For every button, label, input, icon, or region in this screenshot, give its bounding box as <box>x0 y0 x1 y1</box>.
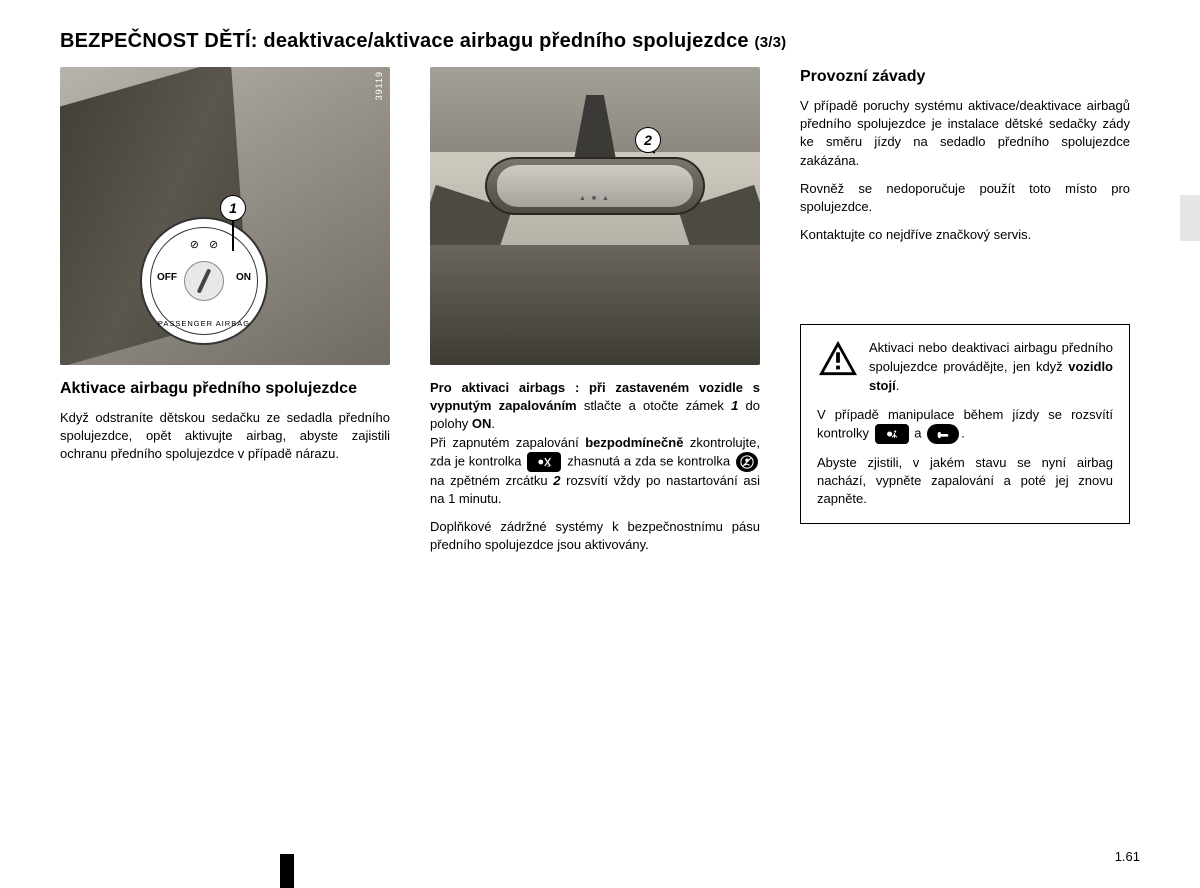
col3-p3: Kontaktujte co nejdříve značkový servis. <box>800 226 1130 244</box>
rearview-mirror <box>485 157 705 215</box>
column-3: Provozní závady V případě poruchy systém… <box>800 67 1130 565</box>
switch-on-label: ON <box>236 272 251 283</box>
airbag-switch-dial: ⊘ ⊘ OFF ON PASSENGER AIRBAG <box>150 227 258 335</box>
switch-arc-label: PASSENGER AIRBAG <box>158 319 250 328</box>
warning-l1: Aktivaci nebo deaktivaci airbagu předníh… <box>869 339 1113 396</box>
airbag-switch: ⊘ ⊘ OFF ON PASSENGER AIRBAG <box>140 217 268 345</box>
warning-l2: V případě manipulace během jízdy se rozs… <box>817 406 1113 444</box>
col2-p2-d: zhasnutá a zda se kontrolka <box>567 453 734 468</box>
column-1: 39119 ⊘ ⊘ OFF ON PASSENGER AIRBAG <box>60 67 390 565</box>
airbag-warning-icon <box>875 424 909 444</box>
col3-p2: Rovněž se nedoporučuje použít toto místo… <box>800 180 1130 216</box>
airbag-off-indicator-icon: 2 <box>527 452 561 472</box>
col2-p1-d: . <box>491 416 495 431</box>
key-slot <box>184 261 224 301</box>
page-title-main: BEZPEČNOST DĚTÍ: deaktivace/aktivace air… <box>60 30 749 52</box>
figure-1-number: 39119 <box>374 71 384 100</box>
dash-shape <box>430 245 760 365</box>
warn-l1-c: . <box>896 378 900 393</box>
warning-triangle-icon <box>817 339 859 377</box>
warn-l2-b: . <box>961 425 965 440</box>
col2-p1-b: stlačte a otočte zámek <box>577 398 731 413</box>
mirror-indicator-icons: ▲ ■ ▲ <box>579 195 611 202</box>
warning-l3: Abyste zjistili, v jakém stavu se nyní a… <box>817 454 1113 509</box>
warn-l2-a: V případě manipulace během jízdy se rozs… <box>817 407 1113 441</box>
manual-page: BEZPEČNOST DĚTÍ: deaktivace/aktivace air… <box>0 0 1200 888</box>
col2-p1-on: ON <box>472 416 492 431</box>
warn-l2-and: a <box>914 425 925 440</box>
warning-row-1: Aktivaci nebo deaktivaci airbagu předníh… <box>817 339 1113 396</box>
warning-box: Aktivaci nebo deaktivaci airbagu předníh… <box>800 324 1130 523</box>
callout-line-1 <box>232 221 234 251</box>
switch-icons: ⊘ ⊘ <box>190 238 218 251</box>
callout-2: 2 <box>635 127 661 153</box>
thumb-tab <box>280 854 294 888</box>
svg-text:2: 2 <box>548 463 551 469</box>
col2-p3: Doplňkové zádržné systémy k bezpečnostní… <box>430 518 760 554</box>
col2-p1: Pro aktivaci airbags : při zastaveném vo… <box>430 379 760 508</box>
callout-1: 1 <box>220 195 246 221</box>
page-title: BEZPEČNOST DĚTÍ: deaktivace/aktivace air… <box>60 30 1140 53</box>
col1-p1: Když odstraníte dětskou sedačku ze sedad… <box>60 409 390 464</box>
edge-tab <box>1180 195 1200 241</box>
figure-1: 39119 ⊘ ⊘ OFF ON PASSENGER AIRBAG <box>60 67 390 365</box>
col1-subhead: Aktivace airbagu předního spolujezdce <box>60 379 390 399</box>
col2-p2-a: Při zapnutém zapalování <box>430 435 585 450</box>
service-wrench-icon <box>927 424 959 444</box>
childseat-on-icon: ⊘ <box>209 238 218 251</box>
childseat-off-icon: ⊘ <box>190 238 199 251</box>
col2-p2-e: na zpětném zrcátku <box>430 473 553 488</box>
col2-p2-b: bezpodmínečně <box>585 435 683 450</box>
col3-p1: V případě poruchy systému aktivace/deakt… <box>800 97 1130 170</box>
airbag-on-indicator-icon <box>736 452 758 472</box>
page-title-part: (3/3) <box>755 34 787 51</box>
column-2: 39121 ▲ ■ ▲ 2 Pro aktivaci airbags : při… <box>430 67 760 565</box>
col3-subhead: Provozní závady <box>800 67 1130 87</box>
page-number: 1.61 <box>1115 849 1140 864</box>
switch-off-label: OFF <box>157 272 177 283</box>
columns: 39119 ⊘ ⊘ OFF ON PASSENGER AIRBAG <box>60 67 1140 565</box>
figure-2: 39121 ▲ ■ ▲ 2 <box>430 67 760 365</box>
